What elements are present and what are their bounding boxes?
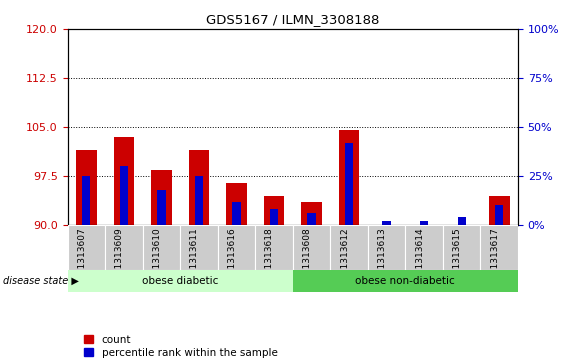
Bar [495, 205, 503, 225]
Text: GSM1313608: GSM1313608 [302, 227, 311, 288]
Bar [120, 166, 128, 225]
Bar [489, 196, 510, 225]
Text: GSM1313610: GSM1313610 [153, 227, 162, 288]
Bar [420, 221, 428, 225]
Bar [157, 190, 166, 225]
Bar [263, 196, 284, 225]
Bar [189, 150, 209, 225]
Bar [180, 225, 218, 270]
Text: GSM1313607: GSM1313607 [77, 227, 86, 288]
Text: GSM1313615: GSM1313615 [453, 227, 462, 288]
Text: obese non-diabetic: obese non-diabetic [355, 276, 455, 286]
Bar [382, 221, 391, 225]
Bar [293, 270, 518, 292]
Text: disease state ▶: disease state ▶ [3, 276, 79, 286]
Bar [301, 202, 322, 225]
Bar [330, 225, 368, 270]
Bar [82, 176, 91, 225]
Bar [255, 225, 293, 270]
Text: GSM1313612: GSM1313612 [340, 227, 349, 288]
Bar [195, 176, 203, 225]
Bar [405, 225, 443, 270]
Bar [68, 225, 105, 270]
Bar [114, 137, 134, 225]
Text: GSM1313618: GSM1313618 [265, 227, 274, 288]
Bar [293, 225, 330, 270]
Bar [76, 150, 97, 225]
Text: GSM1313609: GSM1313609 [115, 227, 124, 288]
Bar [233, 201, 240, 225]
Text: GSM1313616: GSM1313616 [227, 227, 236, 288]
Legend: count, percentile rank within the sample: count, percentile rank within the sample [84, 335, 278, 358]
Bar [345, 143, 353, 225]
Title: GDS5167 / ILMN_3308188: GDS5167 / ILMN_3308188 [206, 13, 379, 26]
Text: GSM1313611: GSM1313611 [190, 227, 199, 288]
Bar [218, 225, 255, 270]
Bar [307, 213, 316, 225]
Text: GSM1313613: GSM1313613 [378, 227, 387, 288]
Text: obese diabetic: obese diabetic [142, 276, 218, 286]
Bar [226, 183, 247, 225]
Bar [480, 225, 518, 270]
Bar [68, 270, 293, 292]
Bar [368, 225, 405, 270]
Bar [151, 170, 172, 225]
Bar [443, 225, 480, 270]
Bar [339, 130, 359, 225]
Text: GSM1313617: GSM1313617 [490, 227, 499, 288]
Bar [105, 225, 142, 270]
Text: GSM1313614: GSM1313614 [415, 227, 424, 288]
Bar [270, 209, 278, 225]
Bar [458, 217, 466, 225]
Bar [142, 225, 180, 270]
